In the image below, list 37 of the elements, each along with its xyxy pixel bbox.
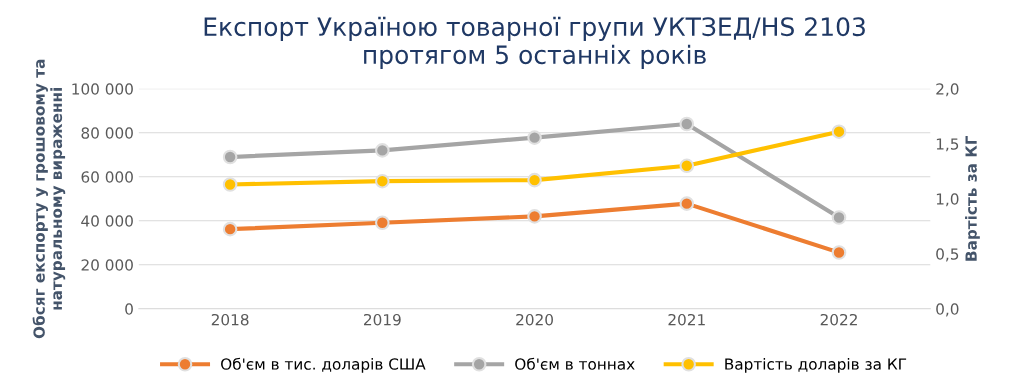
x-tick-label: 2022 <box>820 313 857 326</box>
point <box>679 158 695 174</box>
y2-tick-label: 2,0 <box>936 83 959 97</box>
point <box>222 221 238 237</box>
point <box>831 124 847 139</box>
y-tick-label: 20 000 <box>81 259 133 271</box>
legend-label: Об'єм в тоннах <box>515 357 635 370</box>
point <box>679 196 695 211</box>
y-tick-label: 40 000 <box>81 215 133 227</box>
y-axis-title: Обсяг експорту у грошовому та натуральному вираженні <box>32 59 66 339</box>
point <box>527 130 542 145</box>
point <box>222 177 238 192</box>
legend-label: Об'єм в тис. доларів США <box>221 357 426 373</box>
y2-axis-title: Вартість за КГ <box>965 135 980 261</box>
point <box>679 116 695 132</box>
y2-tick-label: 0,5 <box>936 248 959 262</box>
y2-tick-label: 1,0 <box>936 193 959 207</box>
x-tick-label: 2019 <box>364 313 401 326</box>
point <box>527 209 542 224</box>
point <box>375 173 390 189</box>
point <box>375 143 390 158</box>
x-tick-label: 2018 <box>211 313 249 326</box>
point <box>375 215 390 231</box>
point <box>831 210 847 225</box>
chart-title: Експорт Україною товарної групи УКТЗЕД/HS 2103 протягом 5 останніх років <box>204 16 865 69</box>
y-tick-label: 80 000 <box>81 127 133 139</box>
x-tick-label: 2021 <box>668 313 705 326</box>
y-tick-label: 60 000 <box>81 171 133 183</box>
point <box>527 172 542 188</box>
legend-label: Вартість доларів за КГ <box>725 358 907 373</box>
point <box>222 149 238 165</box>
y-tick-label: 0 <box>125 303 133 315</box>
y2-tick-label: 0,0 <box>936 303 959 317</box>
y2-tick-label: 1,5 <box>936 138 959 152</box>
x-tick-label: 2020 <box>516 313 553 326</box>
point <box>831 245 847 260</box>
y-tick-label: 100 000 <box>72 83 133 95</box>
